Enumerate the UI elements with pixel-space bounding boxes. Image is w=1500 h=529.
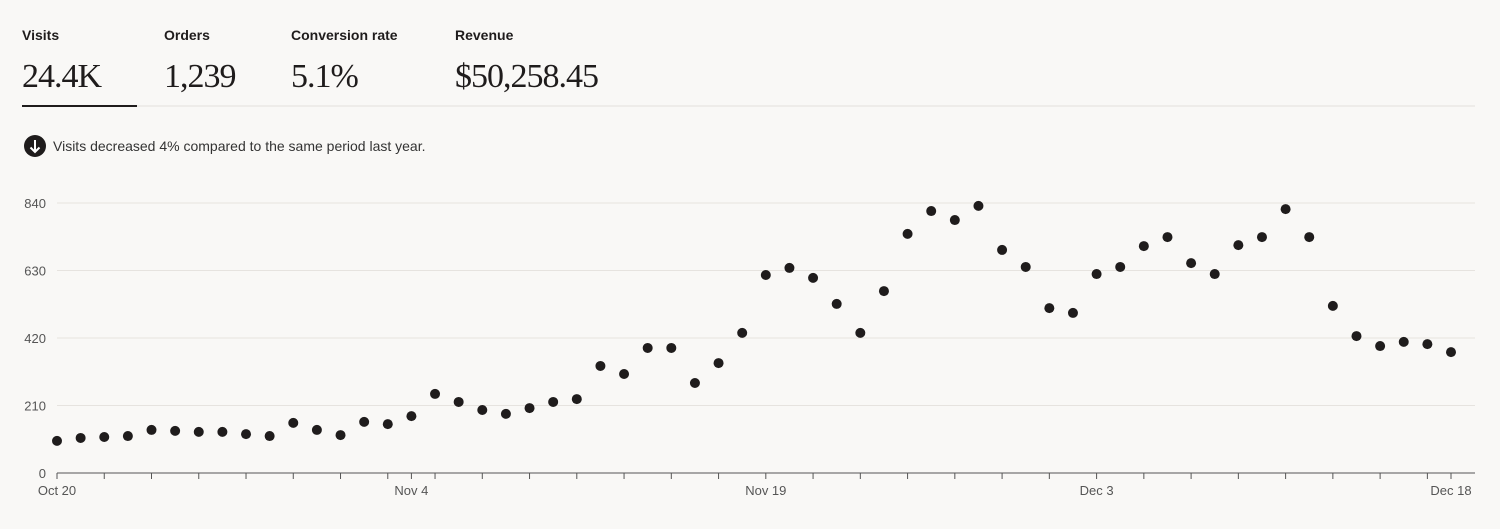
point (878, 286, 889, 297)
point (264, 431, 275, 442)
point (619, 369, 630, 379)
point (382, 419, 393, 430)
point (571, 394, 582, 405)
point (75, 432, 86, 443)
point (146, 424, 157, 435)
kpi-label[interactable]: Orders (164, 27, 210, 43)
point (99, 432, 110, 442)
point (170, 425, 181, 436)
point (1044, 303, 1055, 314)
kpi-value[interactable]: 1,239 (164, 58, 237, 95)
kpi-label[interactable]: Revenue (455, 27, 514, 43)
point (430, 388, 441, 399)
point (217, 426, 228, 437)
point (902, 228, 913, 239)
kpi-label[interactable]: Conversion rate (291, 27, 398, 43)
point (406, 411, 417, 422)
point (831, 298, 842, 309)
point (1256, 232, 1267, 243)
point (1067, 307, 1078, 318)
point (1398, 336, 1409, 347)
point (122, 431, 133, 442)
point (760, 270, 771, 280)
point (1209, 269, 1220, 280)
point (359, 416, 370, 427)
point (1115, 261, 1126, 272)
point (1020, 261, 1031, 272)
kpi-label[interactable]: Visits (22, 27, 59, 43)
point (1162, 232, 1173, 243)
point (52, 435, 62, 446)
kpi-value[interactable]: $50,258.45 (455, 58, 599, 95)
point (193, 426, 204, 437)
point (855, 327, 866, 338)
point (1304, 232, 1315, 243)
point (997, 244, 1008, 255)
y-tick-label: 630 (24, 264, 46, 279)
point (1327, 300, 1338, 311)
x-tick-label: Nov 19 (745, 483, 786, 498)
point (1233, 240, 1244, 251)
y-tick-label: 840 (24, 196, 46, 211)
kpi-value[interactable]: 5.1% (291, 58, 360, 95)
point (1422, 339, 1433, 350)
point (311, 424, 322, 435)
point (595, 360, 606, 371)
x-tick-label: Nov 4 (394, 483, 428, 498)
y-tick-label: 210 (24, 399, 46, 414)
point (784, 262, 795, 273)
point (288, 417, 299, 428)
point (666, 342, 677, 353)
point (477, 405, 488, 415)
point (926, 206, 937, 217)
down-arrow (29, 140, 41, 154)
note: Visits decreased 4% compared to the same… (53, 138, 426, 154)
point (500, 408, 511, 419)
x-tick-label: Dec 3 (1080, 483, 1114, 498)
y-tick-label: 0 (39, 466, 46, 481)
point (713, 358, 724, 369)
point (335, 430, 346, 441)
y-tick-label: 420 (24, 331, 46, 346)
point (548, 396, 559, 407)
kpi-value[interactable]: 24.4K (22, 58, 104, 95)
point (1351, 331, 1362, 342)
point (949, 215, 960, 226)
point (1186, 258, 1197, 269)
point (453, 396, 464, 407)
point (1446, 347, 1456, 358)
point (808, 272, 819, 283)
point (1280, 204, 1291, 215)
x-tick-label: Oct 20 (38, 483, 76, 498)
point (737, 327, 748, 338)
point (1091, 269, 1102, 280)
point (1375, 341, 1386, 352)
point (241, 429, 252, 440)
point (524, 403, 535, 414)
point (642, 342, 653, 353)
point (1138, 241, 1149, 252)
x-tick-label: Dec 18 (1430, 483, 1471, 498)
point (689, 378, 700, 388)
point (973, 200, 984, 211)
